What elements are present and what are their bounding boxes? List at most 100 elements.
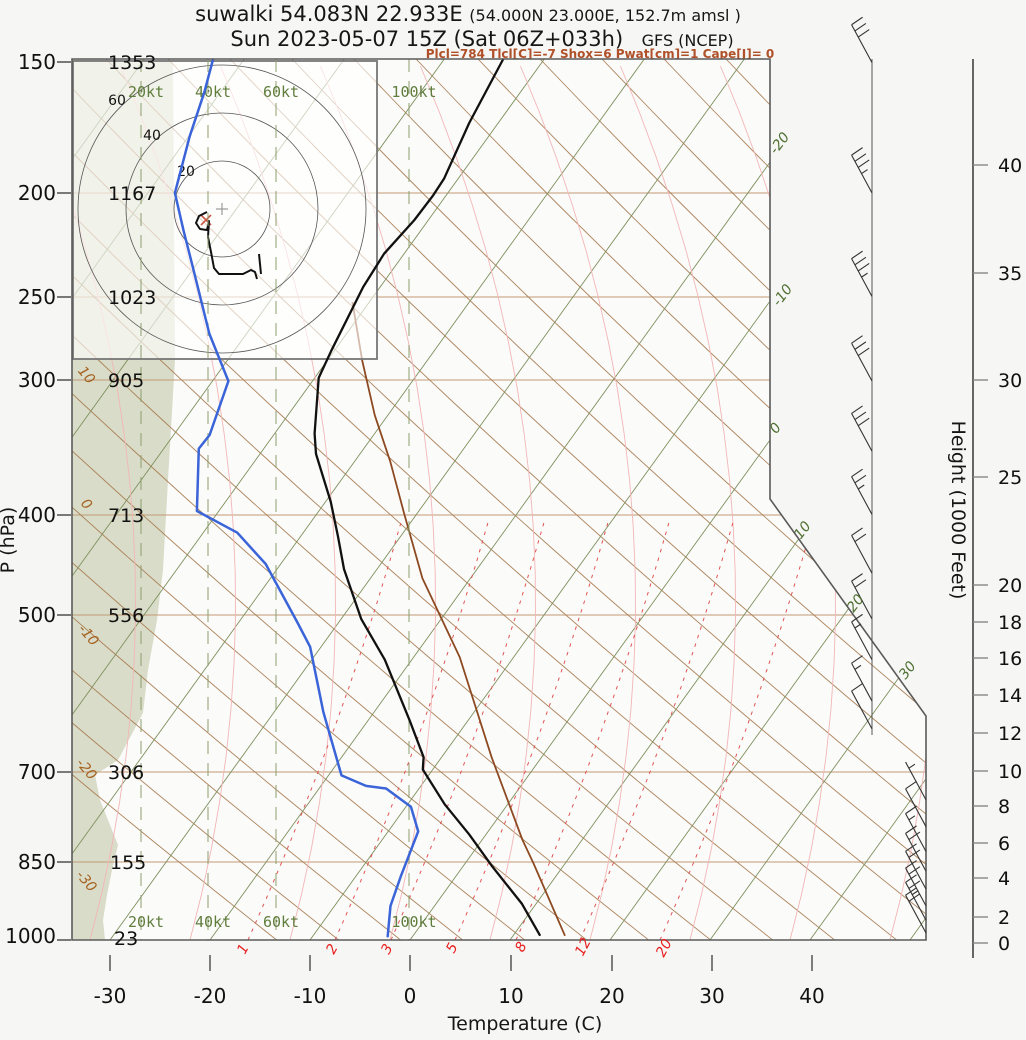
wind-ref-label: 60kt <box>263 913 299 931</box>
hodograph-ring-label: 60 <box>108 93 126 109</box>
wind-barb-feather <box>905 843 917 852</box>
wind-barb <box>905 867 927 907</box>
geopotential-height-label: 1353 <box>108 52 156 74</box>
wind-barb-feather <box>851 468 863 478</box>
isotherm-line <box>72 59 645 940</box>
pressure-tick-label: 150 <box>18 50 56 74</box>
wind-speed-reference-lines: 20kt 20kt 40kt 40kt 60kt 60kt 100kt 100kt <box>128 59 437 940</box>
pressure-tick-label: 700 <box>18 760 56 784</box>
height-tick-label: 16 <box>998 648 1022 670</box>
mixing-ratio-line <box>390 519 546 940</box>
temp-tick-label: 30 <box>699 984 724 1008</box>
wind-barb-half-feather <box>854 623 862 629</box>
station-title: suwalki 54.083N 22.933E (54.000N 23.000E… <box>195 2 741 26</box>
wind-ref-label: 100kt <box>391 913 436 931</box>
height-tick-label: 0 <box>998 933 1010 955</box>
height-tick-label: 4 <box>998 868 1010 890</box>
geopotential-height-label: 23 <box>114 928 138 950</box>
wind-barb-feather <box>851 527 863 536</box>
temp-tick-label: 40 <box>799 984 824 1008</box>
wind-barb-feather <box>905 805 917 815</box>
moist-adiabat-line <box>419 65 536 940</box>
wind-barb <box>851 24 873 63</box>
wind-barb-feather <box>851 573 863 582</box>
wind-barb-feather <box>905 780 917 790</box>
plot-border <box>71 58 927 941</box>
geopotential-height-label: 155 <box>110 852 146 874</box>
wind-barb-feather <box>854 22 867 32</box>
height-tick-label: 25 <box>998 467 1022 489</box>
mixing-ratio-label: 2 <box>323 941 341 956</box>
height-tick-label: 12 <box>998 723 1022 745</box>
mixing-ratio-line <box>247 519 403 940</box>
wind-barb-feather <box>851 16 863 26</box>
wind-barb <box>905 882 927 921</box>
dry-adiabat-line <box>72 59 775 940</box>
wind-barb-feather <box>854 474 867 484</box>
wind-barb <box>851 662 873 702</box>
moist-adiabat-line <box>519 65 636 940</box>
temp-tick-label: -10 <box>294 984 327 1008</box>
height-tick-label: 8 <box>998 796 1010 818</box>
temp-tick-label: 20 <box>599 984 624 1008</box>
dry-adiabat-line <box>72 59 837 940</box>
mixing-ratio-line <box>579 519 735 940</box>
isotherm-line <box>709 59 926 940</box>
wind-barb <box>905 761 927 801</box>
pressure-tick-label: 300 <box>18 368 56 392</box>
moist-adiabat-line <box>619 65 736 940</box>
wind-barb <box>905 851 927 890</box>
geopotential-height-label: 905 <box>108 370 144 392</box>
wind-barb <box>851 580 873 620</box>
mixing-ratio-label: 3 <box>378 941 396 956</box>
dry-adiabat-line <box>539 59 926 940</box>
wind-barbs <box>851 16 927 934</box>
pressure-tick-label: 400 <box>18 503 56 527</box>
wind-ref-label: 20kt <box>128 913 164 931</box>
wind-barb-feather <box>851 250 863 260</box>
dry-adiabat-line <box>72 59 651 940</box>
wind-barb-feather <box>854 341 867 350</box>
hodograph-ring-label: 40 <box>143 128 161 144</box>
temperature-axis-title: Temperature (C) <box>447 1013 603 1035</box>
wind-barb-half-feather <box>861 169 868 175</box>
wind-ref-label: 40kt <box>195 913 231 931</box>
wind-barb-feather <box>857 347 870 356</box>
station-name: suwalki 54.083N 22.933E <box>195 2 463 26</box>
pressure-tick-label: 500 <box>18 603 56 627</box>
wind-barb-half-feather <box>908 815 916 821</box>
parcel-curve <box>351 301 566 937</box>
background-grid <box>72 59 926 940</box>
hodograph-ring <box>125 112 319 306</box>
wind-barb-half-feather <box>908 763 916 769</box>
isotherm-line <box>609 59 926 940</box>
mixing-ratio-label: 1 <box>234 941 252 956</box>
mixing-ratio-label: 5 <box>443 940 461 955</box>
wind-barb-feather <box>908 866 921 875</box>
wind-barb <box>851 342 873 382</box>
wind-barb-feather <box>908 831 921 840</box>
wind-barb <box>905 813 927 852</box>
dry-adiabat-line <box>72 59 465 940</box>
hodograph-ring <box>173 160 271 258</box>
wind-barb-feather <box>905 874 917 883</box>
dry-adiabat-line <box>291 59 926 940</box>
temp-tick-label: 10 <box>498 984 523 1008</box>
wind-barb-feather <box>851 683 863 692</box>
dewpoint-curve <box>173 58 420 938</box>
geopotential-height-label: 1167 <box>108 183 156 205</box>
geopotential-height-label: 306 <box>108 762 144 784</box>
height-tick-label: 2 <box>998 907 1010 929</box>
isotherm-line <box>409 59 926 940</box>
wind-barb <box>851 476 873 515</box>
pressure-tick-label: 850 <box>18 850 56 874</box>
wind-barb-feather <box>854 411 867 421</box>
dry-adiabat-line <box>72 59 589 940</box>
dry-adiabat-line <box>477 59 926 940</box>
dry-adiabat-line <box>72 59 527 940</box>
wind-barb-feather <box>851 147 863 156</box>
wind-barb-feather <box>857 417 870 427</box>
derived-parameters: Plcl=784 Tlcl[C]=-7 Shox=6 Pwat[cm]=1 Ca… <box>425 47 775 61</box>
